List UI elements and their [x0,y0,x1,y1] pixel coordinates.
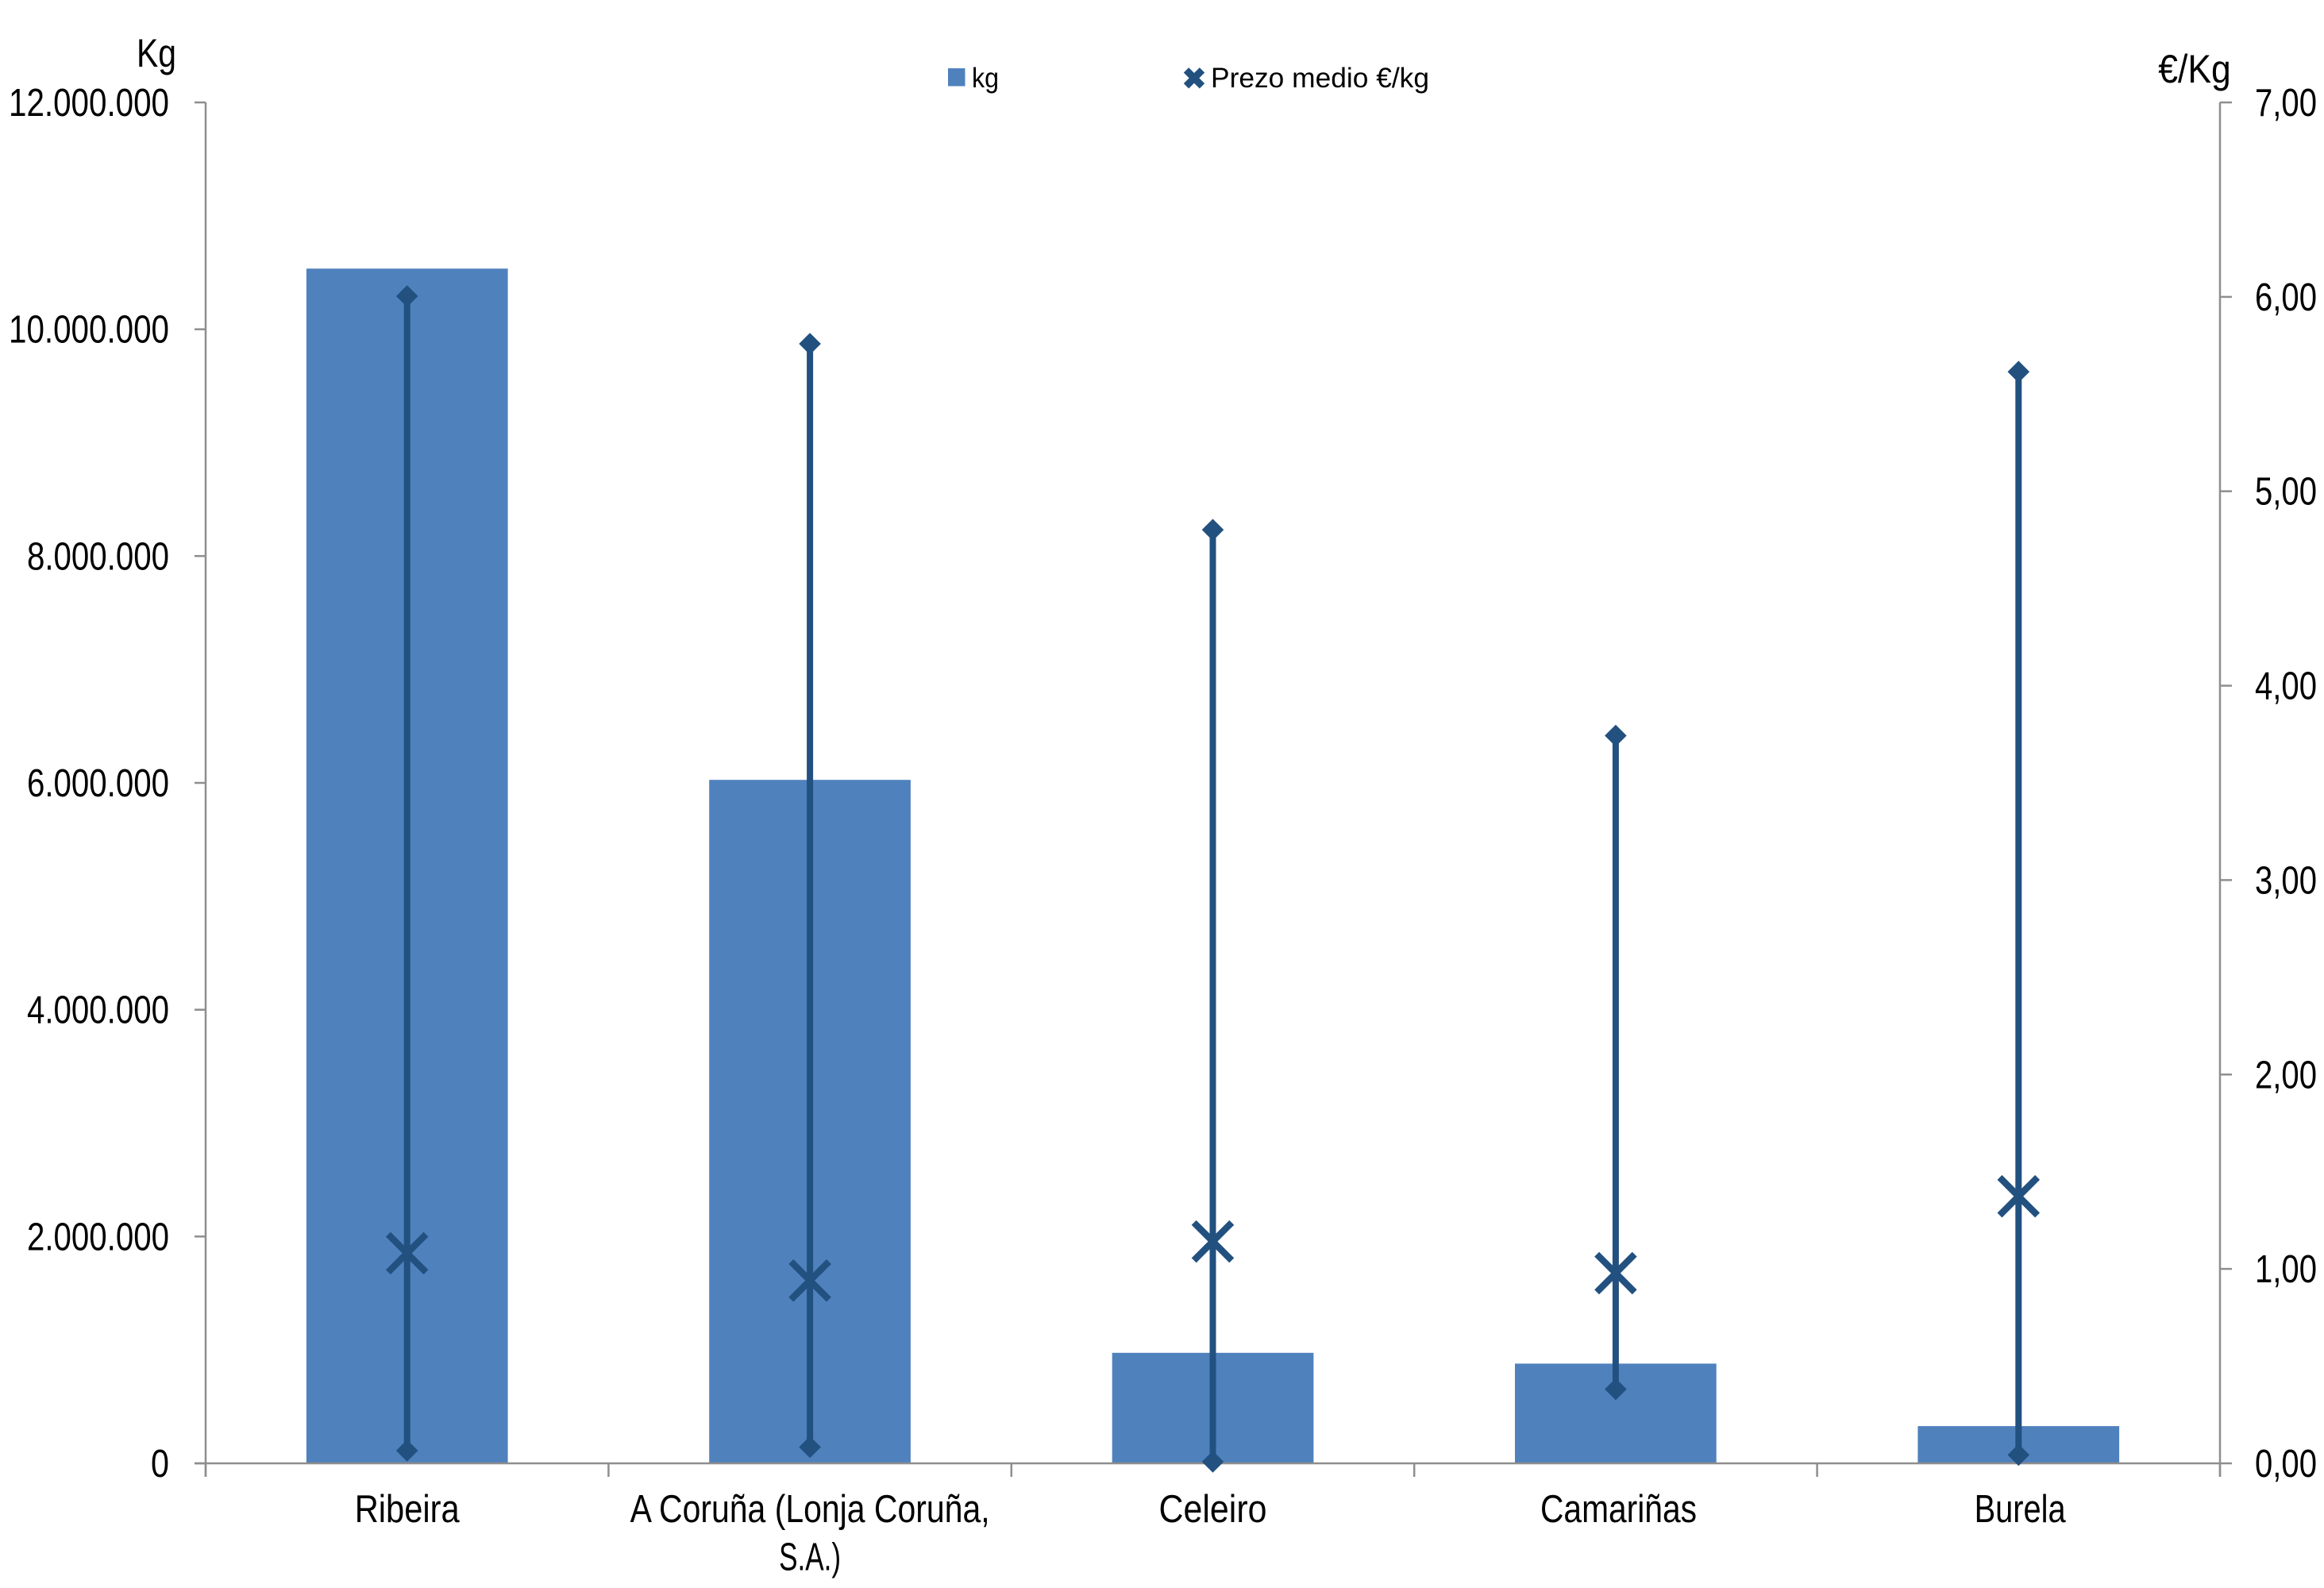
svg-text:4.000.000: 4.000.000 [27,989,169,1032]
svg-text:10.000.000: 10.000.000 [9,309,169,352]
svg-text:1,00: 1,00 [2255,1248,2317,1291]
svg-text:€/Kg: €/Kg [2158,47,2231,91]
svg-text:Celeiro: Celeiro [1159,1488,1267,1531]
svg-text:Prezo medio €/kg: Prezo medio €/kg [1211,63,1429,94]
svg-text:Camariñas: Camariñas [1540,1488,1697,1531]
svg-text:7,00: 7,00 [2255,82,2317,125]
svg-text:8.000.000: 8.000.000 [27,535,169,578]
svg-text:4,00: 4,00 [2255,665,2317,708]
svg-text:S.A.): S.A.) [779,1536,841,1579]
svg-text:Ribeira: Ribeira [355,1488,461,1531]
svg-text:0,00: 0,00 [2255,1443,2317,1486]
svg-text:Burela: Burela [1975,1488,2067,1531]
svg-text:5,00: 5,00 [2255,471,2317,514]
svg-text:A Coruña (Lonja Coruña,: A Coruña (Lonja Coruña, [630,1488,990,1531]
svg-text:Kg: Kg [137,31,176,75]
svg-text:12.000.000: 12.000.000 [9,82,169,125]
svg-text:6.000.000: 6.000.000 [27,762,169,805]
svg-text:3,00: 3,00 [2255,859,2317,902]
svg-text:2.000.000: 2.000.000 [27,1216,169,1258]
svg-text:kg: kg [972,63,999,94]
svg-text:6,00: 6,00 [2255,276,2317,319]
svg-text:2,00: 2,00 [2255,1054,2317,1097]
svg-text:0: 0 [151,1443,169,1486]
